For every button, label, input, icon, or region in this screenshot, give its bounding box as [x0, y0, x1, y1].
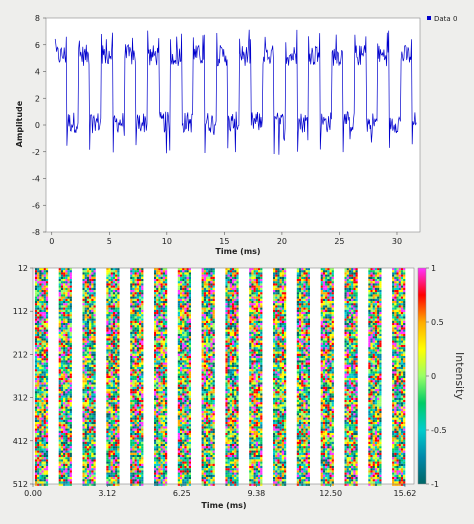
- colorbar-tick-label: 0.5: [431, 318, 444, 327]
- line-series-group: [54, 29, 417, 155]
- heatmap-y-tick-label: 412: [13, 437, 28, 446]
- line-y-tick-label: 8: [35, 14, 40, 23]
- heatmap-band: [273, 268, 287, 486]
- line-x-tick-label: 0: [49, 237, 54, 246]
- line-y-axis-title: Amplitude: [15, 100, 24, 147]
- line-y-tick-label: 4: [35, 68, 40, 77]
- heatmap-y-tick-label: 212: [13, 350, 28, 359]
- heatmap-x-tick-label: 9.38: [247, 489, 265, 498]
- colorbar-tick-label: -0.5: [431, 426, 447, 435]
- colorbar-title: Intensity: [453, 352, 466, 400]
- heatmap-band: [344, 268, 358, 486]
- heatmap-band: [154, 268, 168, 486]
- line-y-tick-label: 6: [35, 41, 40, 50]
- heatmap-y-tick-label: 112: [13, 307, 28, 316]
- heatmap-x-tick-label: 0.00: [24, 489, 42, 498]
- heatmap-x-tick-label: 12.50: [319, 489, 342, 498]
- heatmap-band: [249, 268, 263, 486]
- colorbar-tick-label: 1: [431, 264, 436, 273]
- heatmap-bands: [34, 268, 406, 486]
- line-y-tick-label: 2: [35, 94, 40, 103]
- heatmap-band: [225, 268, 239, 486]
- heatmap-chart: 12 112 212 312 412 512 0.00 3.12 6.25 9.38 12.50 1…: [13, 264, 466, 510]
- colorbar-tick-label: -1: [431, 480, 439, 489]
- line-y-tick-label: -6: [32, 201, 40, 210]
- legend-label-data-0: Data 0: [434, 15, 457, 23]
- line-x-tick-label: 30: [392, 237, 402, 246]
- colorbar-tick-label: 0: [431, 372, 436, 381]
- heatmap-x-tick-label: 15.62: [393, 489, 416, 498]
- line-y-axis: -8 -6 -4 -2 0 2 4 6 8: [32, 14, 46, 237]
- line-y-tick-label: -8: [32, 228, 40, 237]
- heatmap-band: [177, 268, 191, 486]
- heatmap-band: [320, 268, 334, 486]
- heatmap-y-tick-label: 512: [13, 480, 28, 489]
- heatmap-y-axis: 12 112 212 312 412 512: [13, 264, 33, 489]
- heatmap-band: [368, 268, 382, 486]
- heatmap-x-tick-label: 3.12: [98, 489, 116, 498]
- heatmap-y-tick-label: 312: [13, 394, 28, 403]
- heatmap-x-axis: 0.00 3.12 6.25 9.38 12.50 15.62: [24, 484, 416, 498]
- line-x-tick-label: 25: [334, 237, 344, 246]
- heatmap-x-tick-label: 6.25: [173, 489, 191, 498]
- line-x-tick-label: 15: [219, 237, 229, 246]
- line-x-axis: 0 5 10 15 20 25 30: [49, 232, 402, 246]
- line-x-tick-label: 10: [162, 237, 172, 246]
- heatmap-y-tick-label: 12: [18, 264, 28, 273]
- colorbar-ticks: 1 0.5 0 -0.5 -1: [426, 264, 447, 489]
- heatmap-band: [201, 268, 215, 486]
- legend-swatch: [427, 16, 431, 20]
- heatmap-band: [296, 268, 310, 486]
- series-line-data-0: [54, 29, 417, 155]
- line-x-tick-label: 20: [277, 237, 287, 246]
- heatmap-band: [106, 268, 120, 486]
- line-y-tick-label: -4: [32, 175, 40, 184]
- line-legend: Data 0: [427, 15, 457, 23]
- line-x-axis-title: Time (ms): [215, 247, 260, 256]
- heatmap-band: [34, 268, 49, 486]
- line-x-tick-label: 5: [107, 237, 112, 246]
- heatmap-band: [130, 268, 144, 486]
- heatmap-x-axis-title: Time (ms): [201, 501, 246, 510]
- heatmap-band: [392, 268, 406, 486]
- line-y-tick-label: 0: [35, 121, 40, 130]
- line-y-tick-label: -2: [32, 148, 40, 157]
- colorbar: [417, 267, 427, 485]
- line-chart: -8 -6 -4 -2 0 2 4 6 8 0 5 10 15 20 25 30 Data 0 Time (…: [15, 14, 457, 256]
- heatmap-band: [58, 268, 72, 486]
- heatmap-frame: [32, 267, 415, 485]
- heatmap-band: [82, 268, 96, 486]
